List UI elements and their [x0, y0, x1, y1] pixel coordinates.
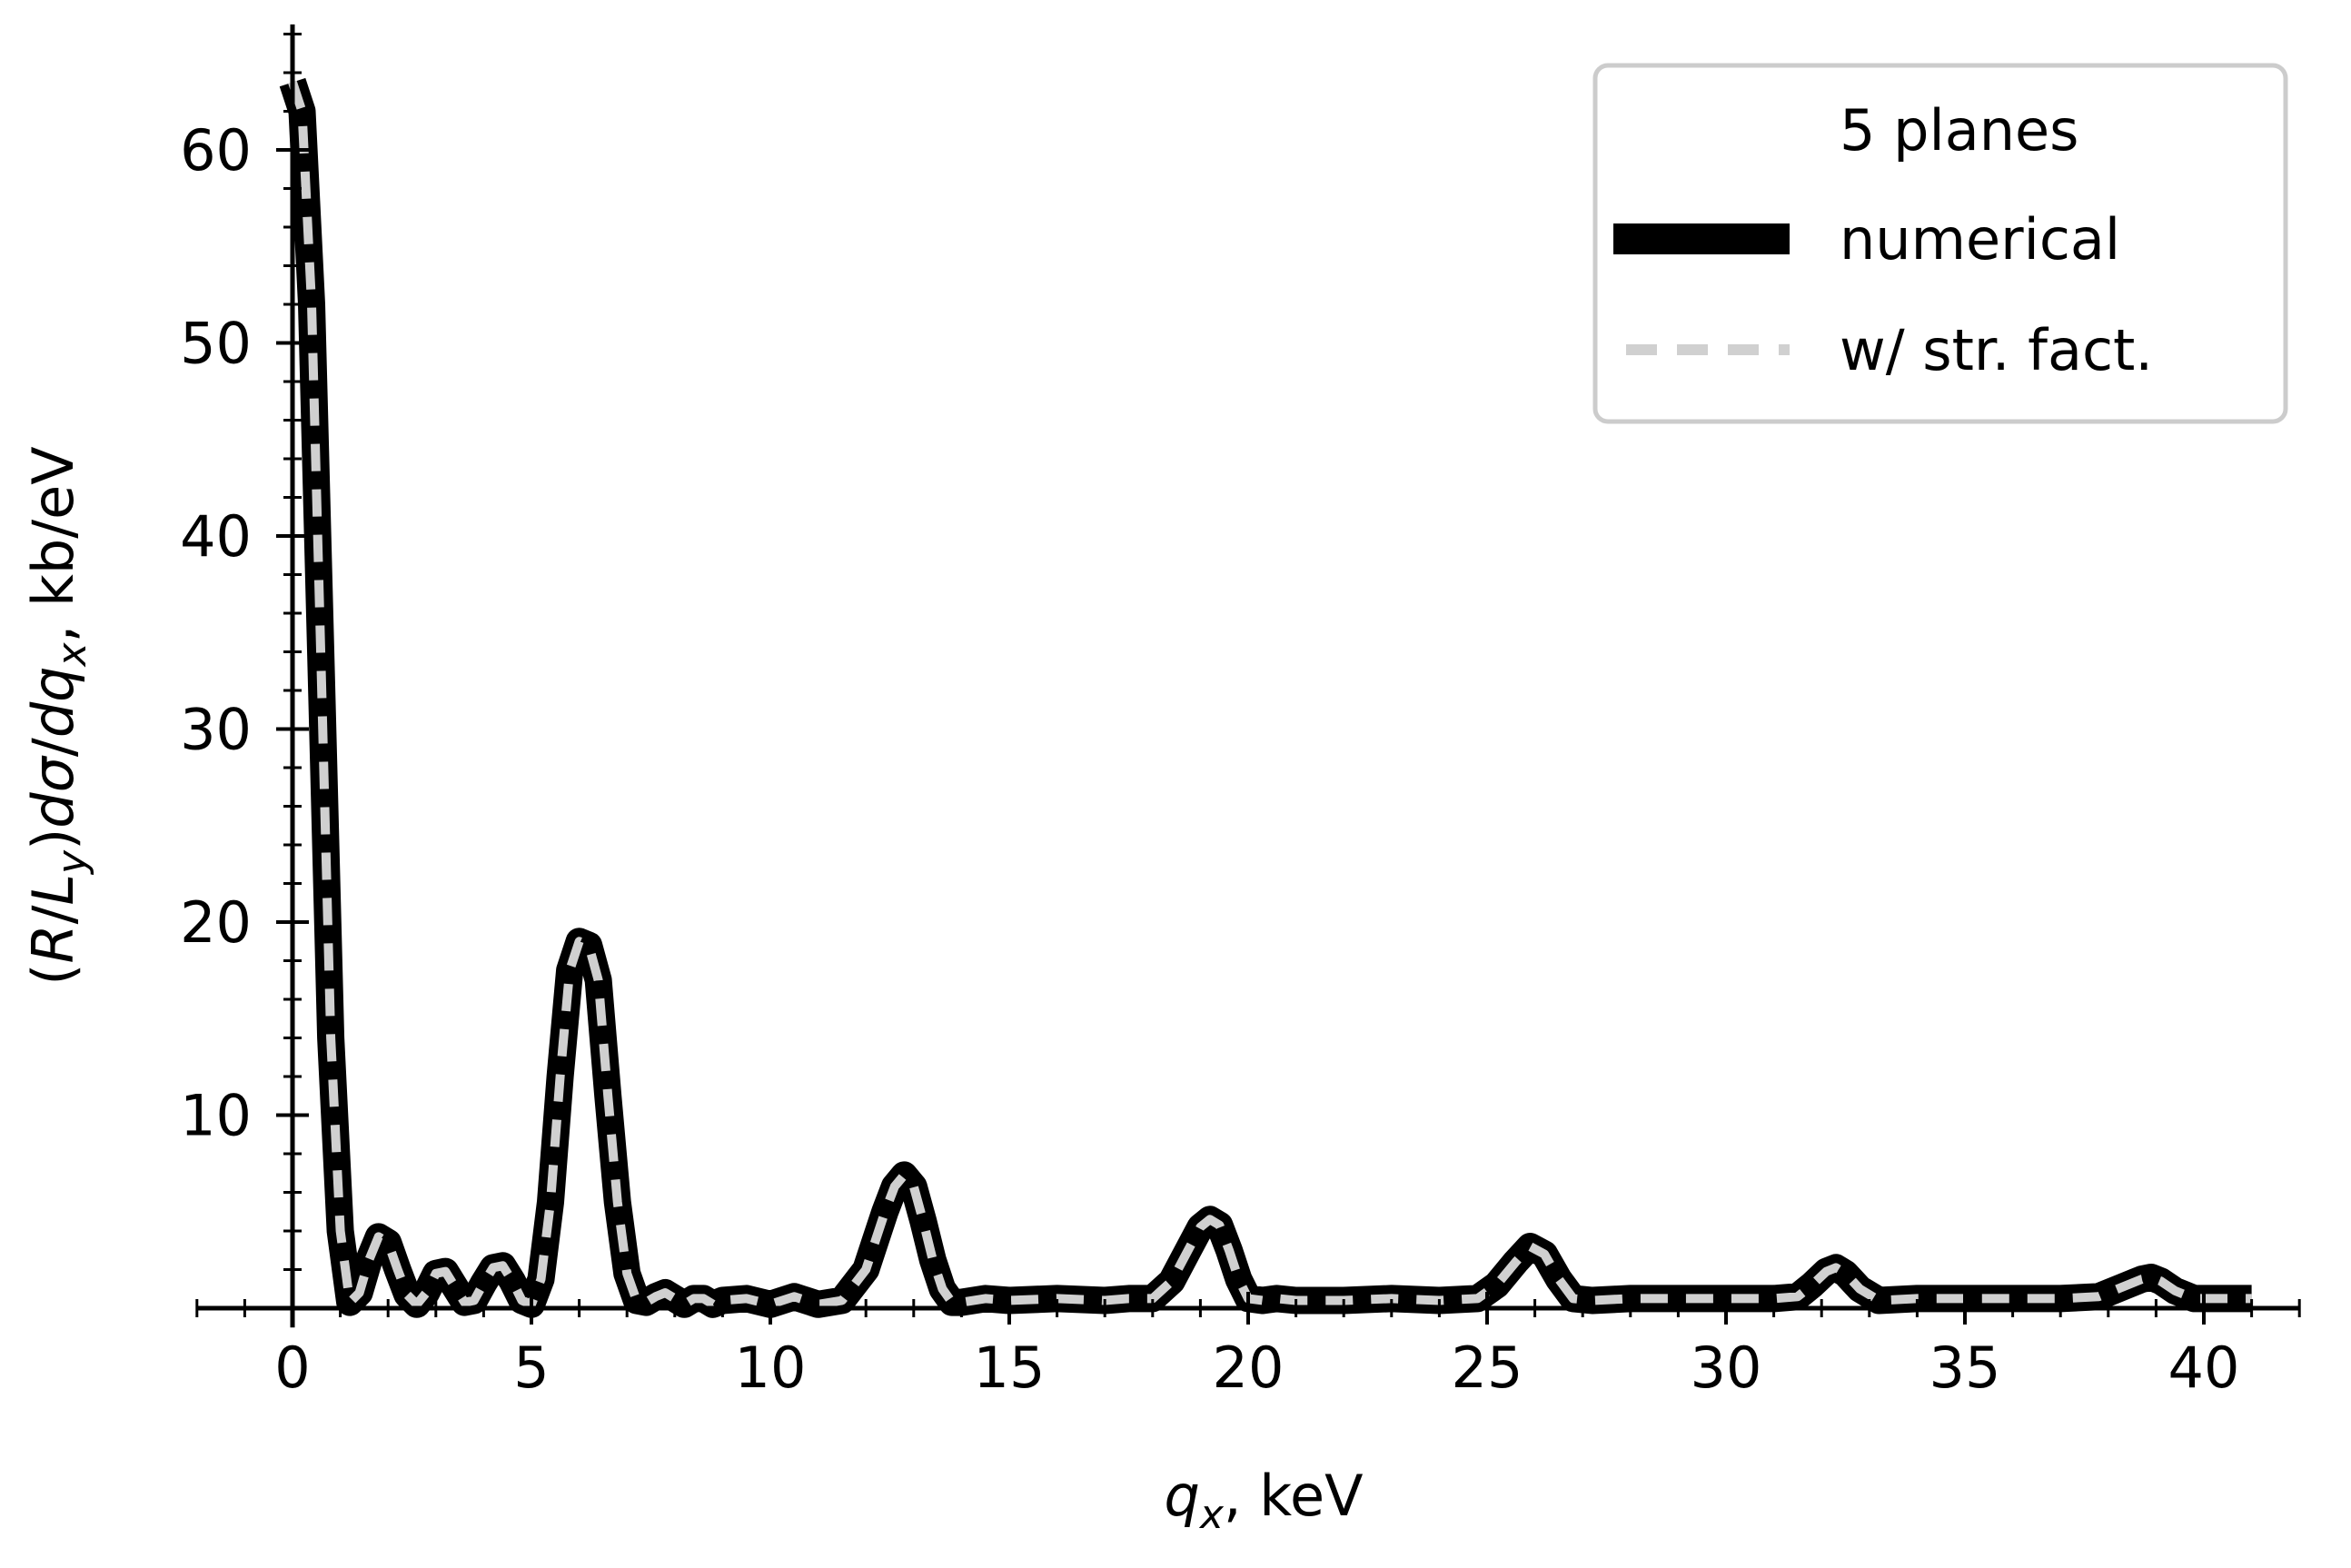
x-tick-label: 30 [1691, 1335, 1762, 1401]
x-tick-label: 15 [974, 1335, 1046, 1401]
x-tick-label: 5 [513, 1335, 549, 1401]
x-tick-label: 25 [1452, 1335, 1523, 1401]
legend-label-numerical: numerical [1840, 206, 2120, 273]
legend-label-str-fact: w/ str. fact. [1840, 317, 2153, 383]
y-tick-label: 60 [180, 117, 252, 184]
y-tick-label: 40 [180, 503, 252, 570]
y-axis-label: (R/Ly)dσ/dqx, kb/eV [20, 446, 95, 985]
legend-title: 5 planes [1840, 97, 2078, 164]
series-line-str-fact [288, 81, 2252, 1309]
y-tick-label: 20 [180, 889, 252, 956]
x-tick-label: 40 [2168, 1335, 2240, 1401]
x-tick-label: 35 [1929, 1335, 2001, 1401]
ticks: 0 5 10 15 20 25 30 35 40 10 20 30 40 50 60 [180, 33, 2301, 1401]
plot-area [279, 77, 2252, 1318]
x-tick-label: 0 [274, 1335, 310, 1401]
legend-frame [1592, 63, 2288, 424]
x-axis-label: qx, keV [1164, 1463, 1363, 1538]
y-tick-label: 50 [180, 311, 252, 377]
x-tick-label: 20 [1213, 1335, 1285, 1401]
legend: 5 planes numerical w/ str. fact. [1592, 63, 2288, 424]
y-tick-label: 10 [180, 1083, 252, 1149]
y-tick-label: 30 [180, 697, 252, 763]
x-tick-label: 10 [735, 1335, 807, 1401]
